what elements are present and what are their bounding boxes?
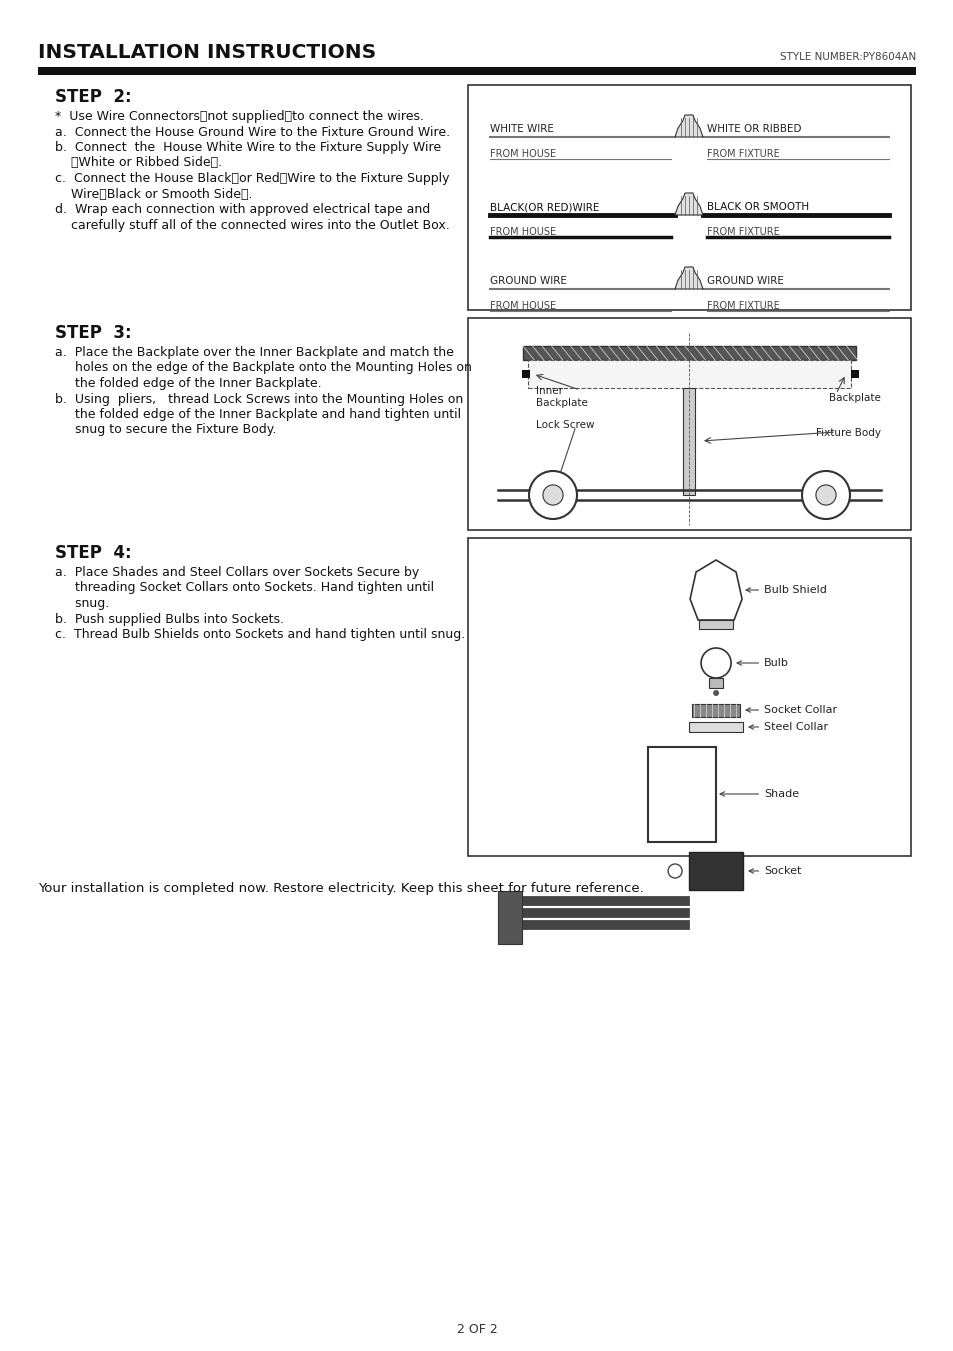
Bar (517, 908, 688, 917)
Text: Socket Collar: Socket Collar (745, 705, 837, 715)
Circle shape (542, 485, 562, 505)
Circle shape (529, 471, 577, 519)
Text: WHITE OR RIBBED: WHITE OR RIBBED (706, 124, 801, 134)
Bar (468, 317, 910, 530)
Text: STEP  4:: STEP 4: (55, 544, 132, 562)
Bar (517, 920, 688, 929)
Text: STEP  3:: STEP 3: (55, 324, 132, 342)
Bar (527, 359, 850, 388)
Text: Bulb: Bulb (737, 658, 788, 667)
Circle shape (700, 648, 730, 678)
Bar (468, 85, 910, 309)
Text: c.  Connect the House Black（or Red）Wire to the Fixture Supply: c. Connect the House Black（or Red）Wire t… (55, 172, 449, 185)
Text: STEP  2:: STEP 2: (55, 88, 132, 105)
Bar (691, 704, 740, 717)
Text: snug.: snug. (55, 597, 110, 611)
Text: Lock Screw: Lock Screw (536, 420, 594, 430)
Bar (468, 538, 910, 857)
Bar (38, 68, 915, 76)
Bar (497, 892, 521, 944)
Circle shape (801, 471, 849, 519)
Circle shape (667, 865, 681, 878)
Polygon shape (675, 193, 702, 215)
Text: Shade: Shade (720, 789, 799, 798)
Text: the folded edge of the Inner Backplate and hand tighten until: the folded edge of the Inner Backplate a… (55, 408, 460, 422)
Text: threading Socket Collars onto Sockets. Hand tighten until: threading Socket Collars onto Sockets. H… (55, 581, 434, 594)
Text: b.  Push supplied Bulbs into Sockets.: b. Push supplied Bulbs into Sockets. (55, 612, 284, 626)
Text: holes on the edge of the Backplate onto the Mounting Holes on: holes on the edge of the Backplate onto … (55, 362, 472, 374)
Text: GROUND WIRE: GROUND WIRE (706, 276, 783, 286)
Polygon shape (689, 561, 741, 620)
Text: *  Use Wire Connectors（not supplied）to connect the wires.: * Use Wire Connectors（not supplied）to co… (55, 109, 423, 123)
Text: a.  Connect the House Ground Wire to the Fixture Ground Wire.: a. Connect the House Ground Wire to the … (55, 126, 450, 139)
Circle shape (815, 485, 835, 505)
Text: BLACK OR SMOOTH: BLACK OR SMOOTH (706, 203, 808, 212)
Text: 2 OF 2: 2 OF 2 (456, 1323, 497, 1336)
Text: （White or Ribbed Side）.: （White or Ribbed Side）. (55, 157, 222, 169)
Text: snug to secure the Fixture Body.: snug to secure the Fixture Body. (55, 423, 276, 436)
Bar (682, 388, 695, 494)
Text: carefully stuff all of the connected wires into the Outlet Box.: carefully stuff all of the connected wir… (55, 219, 449, 231)
Bar (647, 747, 716, 842)
Text: GROUND WIRE: GROUND WIRE (490, 276, 566, 286)
Text: Bulb Shield: Bulb Shield (745, 585, 826, 594)
Polygon shape (675, 267, 702, 289)
Bar (708, 678, 722, 688)
Text: Fixture Body: Fixture Body (815, 428, 880, 438)
Text: Inner
Backplate: Inner Backplate (536, 386, 587, 408)
Text: c.  Thread Bulb Shields onto Sockets and hand tighten until snug.: c. Thread Bulb Shields onto Sockets and … (55, 628, 465, 640)
Text: FROM FIXTURE: FROM FIXTURE (706, 227, 779, 236)
Text: STYLE NUMBER:PY8604AN: STYLE NUMBER:PY8604AN (779, 51, 915, 62)
Bar (688, 721, 742, 732)
Circle shape (712, 690, 719, 696)
Text: INSTALLATION INSTRUCTIONS: INSTALLATION INSTRUCTIONS (38, 43, 375, 62)
Text: FROM HOUSE: FROM HOUSE (490, 149, 556, 159)
Text: FROM HOUSE: FROM HOUSE (490, 227, 556, 236)
Bar (850, 370, 858, 378)
Text: b.  Using  pliers,   thread Lock Screws into the Mounting Holes on: b. Using pliers, thread Lock Screws into… (55, 393, 463, 405)
Text: a.  Place the Backplate over the Inner Backplate and match the: a. Place the Backplate over the Inner Ba… (55, 346, 454, 359)
Bar (521, 370, 530, 378)
Text: FROM HOUSE: FROM HOUSE (490, 301, 556, 311)
Bar (688, 852, 742, 890)
Bar (522, 346, 855, 359)
Text: BLACK(OR RED)WIRE: BLACK(OR RED)WIRE (490, 203, 598, 212)
Text: b.  Connect  the  House White Wire to the Fixture Supply Wire: b. Connect the House White Wire to the F… (55, 141, 440, 154)
Text: Backplate: Backplate (828, 393, 880, 403)
Text: the folded edge of the Inner Backplate.: the folded edge of the Inner Backplate. (55, 377, 321, 390)
Text: Steel Collar: Steel Collar (748, 721, 827, 732)
Text: Your installation is completed now. Restore electricity. Keep this sheet for fut: Your installation is completed now. Rest… (38, 882, 643, 894)
Text: a.  Place Shades and Steel Collars over Sockets Secure by: a. Place Shades and Steel Collars over S… (55, 566, 418, 580)
Text: FROM FIXTURE: FROM FIXTURE (706, 149, 779, 159)
Bar (699, 620, 732, 630)
Text: Socket: Socket (748, 866, 801, 875)
Polygon shape (675, 115, 702, 136)
Text: WHITE WIRE: WHITE WIRE (490, 124, 554, 134)
Text: Wire（Black or Smooth Side）.: Wire（Black or Smooth Side）. (55, 188, 253, 200)
Text: FROM FIXTURE: FROM FIXTURE (706, 301, 779, 311)
Text: d.  Wrap each connection with approved electrical tape and: d. Wrap each connection with approved el… (55, 203, 430, 216)
Bar (517, 896, 688, 905)
